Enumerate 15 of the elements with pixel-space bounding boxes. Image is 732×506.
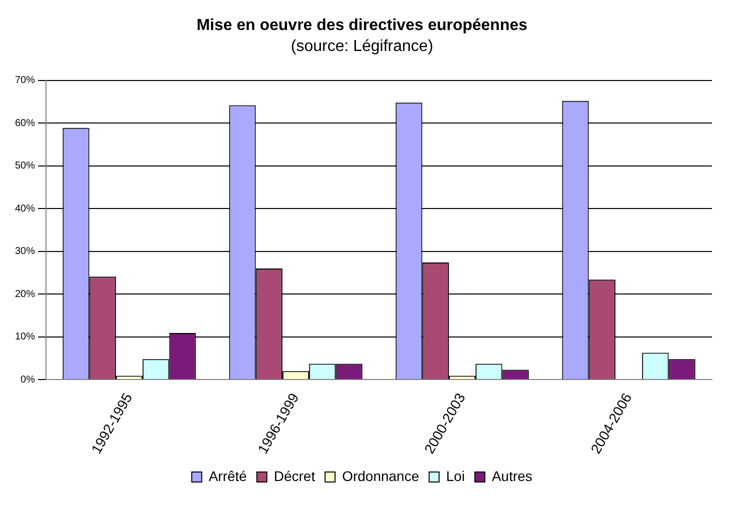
y-tick-label: 70%: [15, 75, 36, 86]
chart-subtitle: (source: Légifrance): [290, 38, 434, 56]
y-tick-label: 60%: [15, 118, 36, 129]
legend-label: Ordonnance: [342, 468, 420, 484]
y-tick-label: 50%: [15, 160, 36, 172]
chart-title: Mise en oeuvre des directives européennes: [196, 17, 528, 34]
y-tick-label: 20%: [15, 288, 36, 300]
y-tick-label: 40%: [15, 203, 36, 214]
y-tick-label: 0%: [20, 374, 36, 386]
y-tick-label: 30%: [15, 246, 36, 258]
legend-label: Arrêté: [208, 468, 248, 484]
legend-label: Loi: [446, 468, 465, 484]
legend-label: Décret: [274, 468, 316, 484]
legend-label: Autres: [492, 468, 532, 484]
y-tick-label: 10%: [15, 332, 36, 343]
